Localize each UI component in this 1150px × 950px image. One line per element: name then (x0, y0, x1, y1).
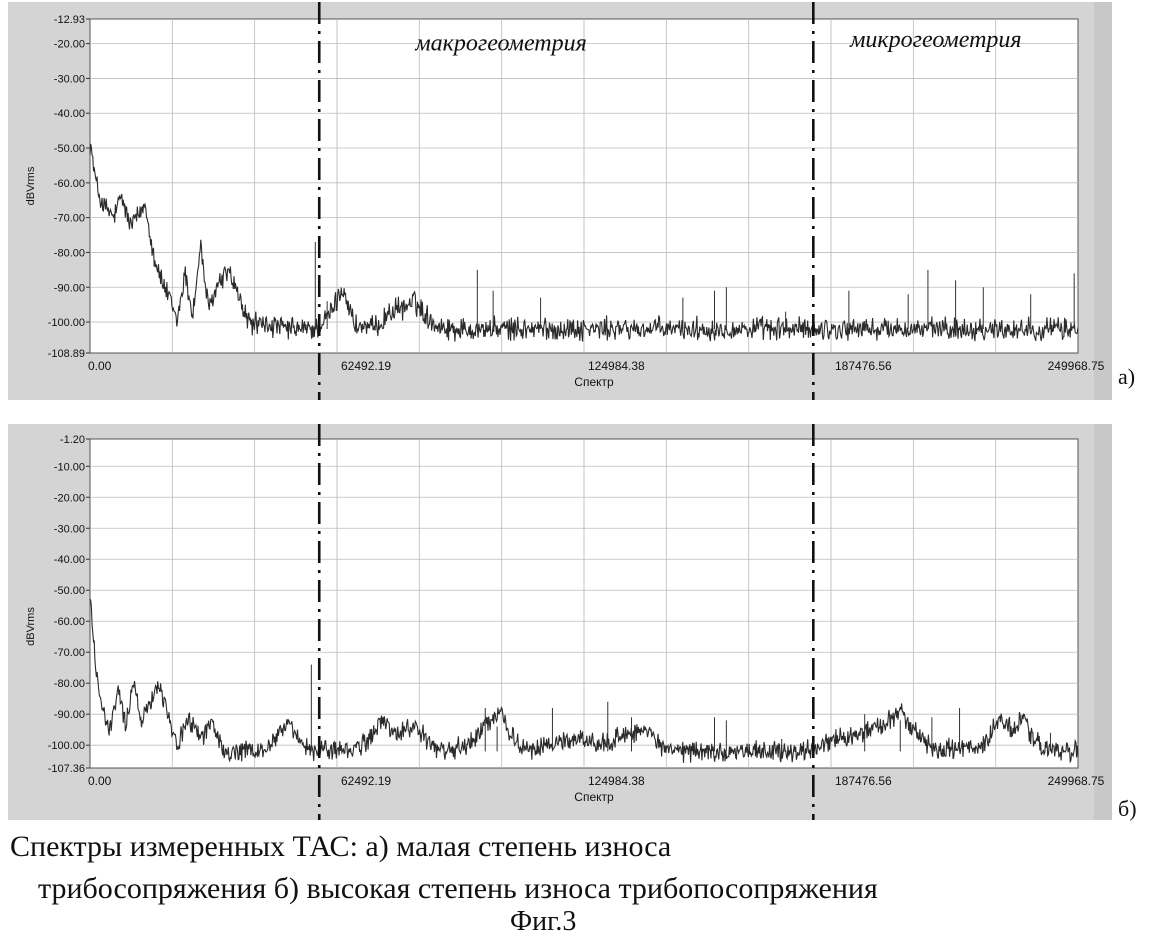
y-tick-label: -50.00 (54, 585, 85, 597)
x-axis-label: Спектр (574, 790, 614, 804)
y-tick-label: -12.93 (54, 14, 85, 26)
x-tick-label: 187476.56 (835, 774, 892, 788)
x-tick-label: 249968.75 (1048, 774, 1105, 788)
chart-side-strip (1094, 2, 1112, 400)
figure-caption-line-1: Спектры измеренных ТАС: а) малая степень… (10, 830, 671, 864)
spectrum-chart-b: -1.20 -10.00 -20.00 -30.00 -40.00 -50.00 -60.0… (8, 424, 1112, 820)
y-axis-label: dBVrms (25, 607, 37, 646)
y-tick-label: -20.00 (54, 492, 85, 504)
x-tick-label: 124984.38 (588, 359, 645, 373)
y-tick-label: -60.00 (54, 178, 85, 190)
y-tick-label: -30.00 (54, 523, 85, 535)
y-tick-label: -90.00 (54, 282, 85, 294)
x-tick-label: 62492.19 (341, 359, 391, 373)
y-tick-label: -108.89 (48, 348, 85, 360)
x-tick-label: 0.00 (88, 359, 112, 373)
y-tick-label: -70.00 (54, 213, 85, 225)
y-tick-label: -30.00 (54, 73, 85, 85)
y-tick-label: -50.00 (54, 143, 85, 155)
y-tick-label: -1.20 (60, 434, 85, 446)
x-tick-label: 249968.75 (1048, 359, 1105, 373)
y-tick-label: -40.00 (54, 108, 85, 120)
x-tick-label: 62492.19 (341, 774, 391, 788)
spectrum-chart-a: макрогеометрия микрогеометрия -12.93 -20.00… (8, 2, 1112, 400)
y-tick-label: -80.00 (54, 247, 85, 259)
figure-caption-line-2: трибосопряжения б) высокая степень износ… (38, 872, 878, 906)
y-tick-label: -60.00 (54, 616, 85, 628)
region-label: микрогеометрия (849, 27, 1021, 53)
x-axis-label: Спектр (574, 375, 614, 389)
x-tick-label: 187476.56 (835, 359, 892, 373)
y-tick-label: -70.00 (54, 647, 85, 659)
chart-side-strip (1094, 424, 1112, 820)
spectrum-chart-b-svg: -1.20 -10.00 -20.00 -30.00 -40.00 -50.00 -60.0… (8, 424, 1112, 820)
panel-label-a: а) (1118, 364, 1135, 390)
region-label: макрогеометрия (414, 31, 586, 57)
y-tick-label: -20.00 (54, 39, 85, 51)
y-tick-label: -10.00 (54, 461, 85, 473)
x-tick-label: 124984.38 (588, 774, 645, 788)
y-tick-label: -100.00 (48, 317, 85, 329)
y-tick-label: -80.00 (54, 678, 85, 690)
y-axis-label: dBVrms (25, 166, 37, 205)
y-tick-label: -90.00 (54, 709, 85, 721)
y-tick-label: -100.00 (48, 740, 85, 752)
x-tick-label: 0.00 (88, 774, 112, 788)
y-tick-label: -107.36 (48, 763, 85, 775)
panel-label-b: б) (1118, 796, 1137, 822)
spectrum-chart-a-svg: макрогеометрия микрогеометрия -12.93 -20.00… (8, 2, 1112, 400)
figure-number: Фиг.3 (510, 906, 576, 938)
y-tick-label: -40.00 (54, 554, 85, 566)
